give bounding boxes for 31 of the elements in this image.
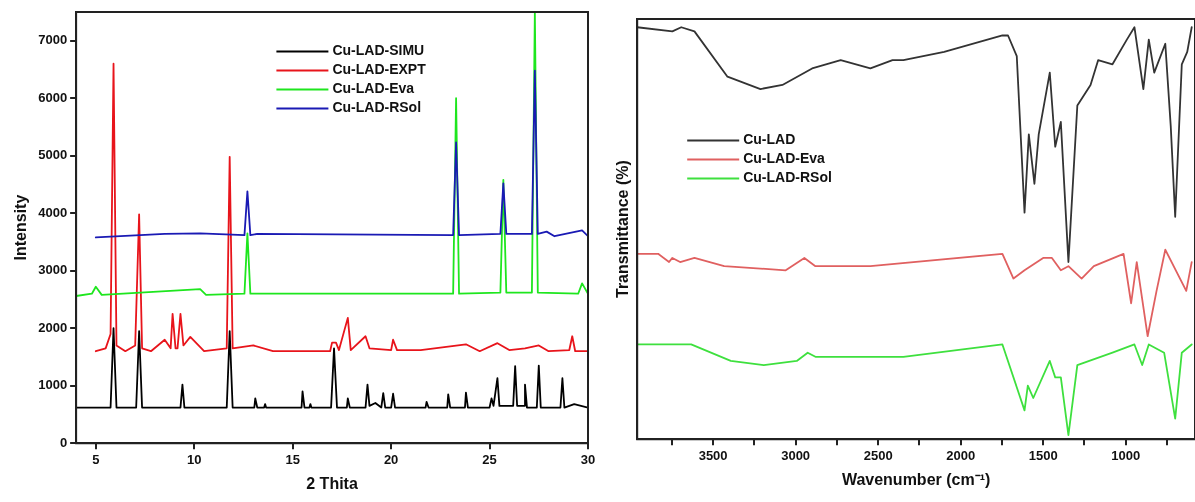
x-axis-title: Wavenumber (cm⁻¹) (841, 470, 991, 488)
x-tick-label: 10 (187, 451, 202, 467)
x-tick-label: 15 (285, 451, 300, 467)
x-tick-label: 25 (482, 451, 497, 467)
x-tick-label: 2000 (946, 447, 976, 463)
legend-label: Cu-LAD (743, 131, 796, 148)
legend-label: Cu-LAD-RSol (332, 99, 422, 116)
y-axis-title: Transmittance (%) (614, 160, 632, 299)
x-tick-label: 3000 (781, 447, 811, 463)
y-axis-title: Intensity (12, 194, 30, 261)
legend-label: Cu-LAD-SIMU (332, 42, 425, 59)
x-tick-label: 2500 (863, 447, 893, 463)
y-tick-label: 4000 (38, 204, 68, 220)
legend-label: Cu-LAD-RSol (743, 169, 832, 186)
y-tick-label: 2000 (38, 319, 68, 335)
y-tick-label: 7000 (38, 32, 68, 48)
legend-label: Cu-LAD-Eva (332, 80, 415, 97)
y-tick-label: 0 (59, 434, 68, 450)
y-tick-label: 6000 (38, 89, 68, 105)
x-tick-label: 30 (580, 451, 596, 467)
x-tick-label: 1000 (1111, 447, 1141, 463)
x-tick-label: 20 (383, 451, 399, 467)
y-tick-label: 3000 (38, 262, 68, 278)
legend-label: Cu-LAD-EXPT (332, 61, 427, 78)
x-axis-title: 2 Thita (306, 474, 358, 492)
x-tick-label: 3500 (698, 447, 728, 463)
legend-label: Cu-LAD-Eva (743, 150, 826, 167)
x-tick-label: 1500 (1028, 447, 1058, 463)
y-tick-label: 1000 (38, 377, 68, 393)
y-tick-label: 5000 (38, 147, 68, 163)
x-tick-label: 5 (92, 451, 100, 467)
